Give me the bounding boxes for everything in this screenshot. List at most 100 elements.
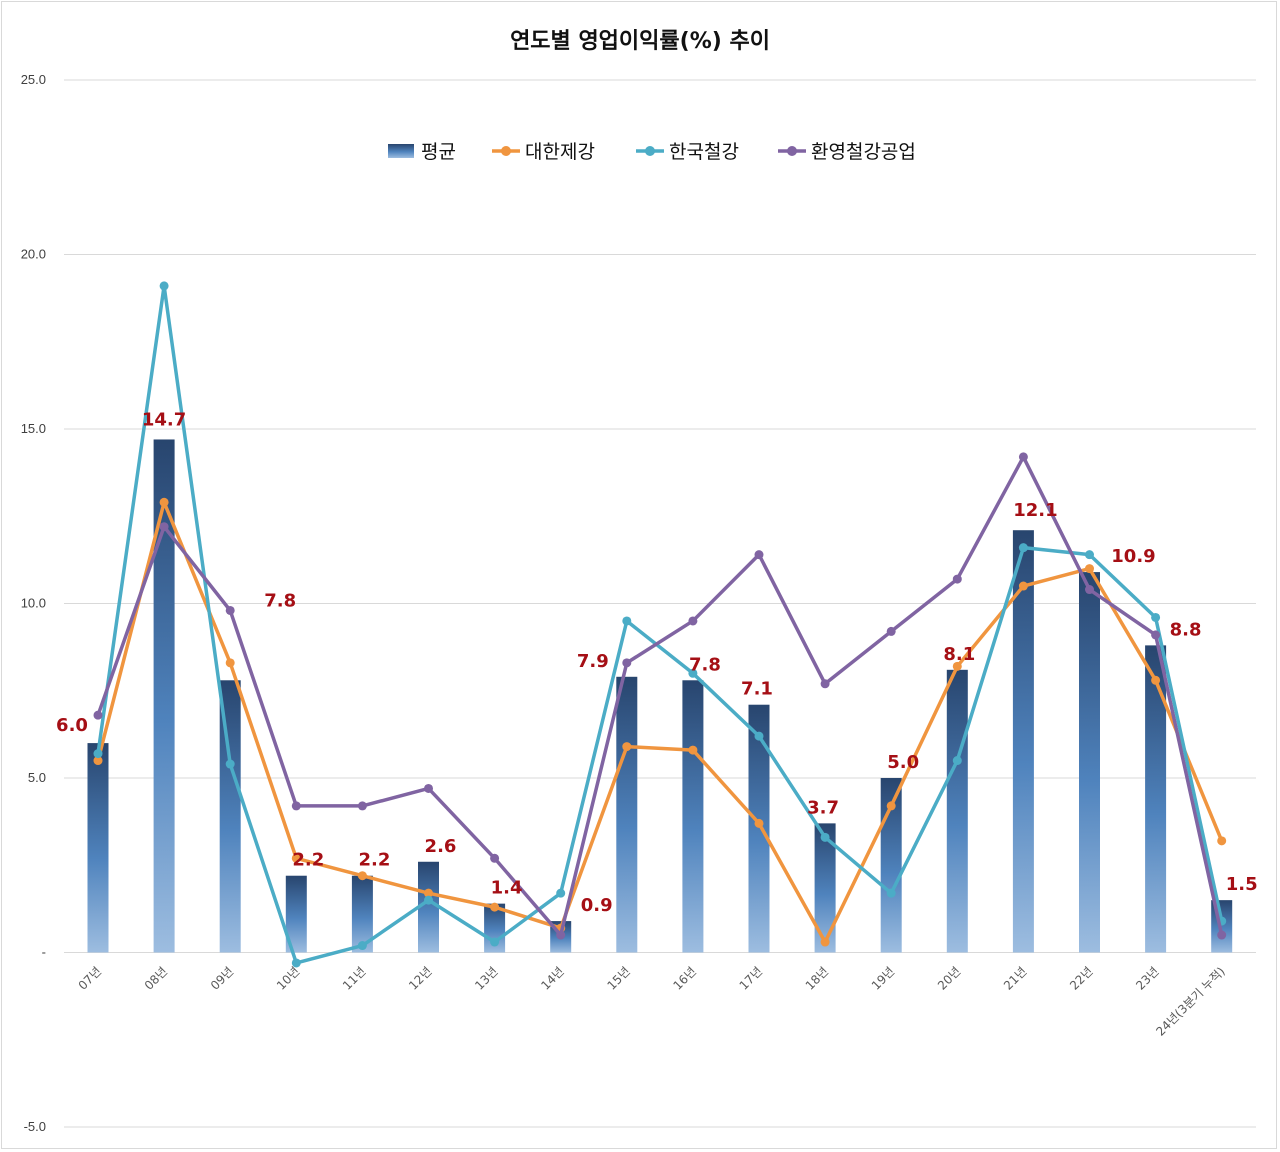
point-한국철강 [1018,543,1028,553]
point-한국철강 [820,832,830,842]
x-tick-label: 08년 [142,964,171,993]
bar-평균 [748,704,770,953]
series-line-대한제강 [96,500,1224,944]
label-layer: 6.0 14.7 7.8 2.2 2.2 2.6 1.4 0.9 7.9 7.8 7.1 3.7 5.0… [56,409,1258,916]
point-환영철강공업 [490,853,500,863]
legend-label: 대한제강 [525,141,595,163]
data-label: 12.1 [1013,500,1057,521]
point-환영철강공업 [93,710,103,720]
legend-item-평균: 평균 [388,141,456,163]
bar-layer [87,439,1233,953]
point-한국철강 [93,749,103,759]
point-대한제강 [357,871,367,881]
x-tick-label: 14년 [538,964,567,993]
legend: 평균 대한제강 한국철강 환영철강공업 [388,141,916,163]
bar-평균 [153,439,175,953]
legend-marker [645,146,655,156]
y-tick-label: 5.0 [28,770,46,785]
x-tick-label: 16년 [671,964,700,993]
legend-label: 환영철강공업 [811,141,916,163]
series-line-환영철강공업 [96,455,1224,937]
bar-평균 [814,823,836,953]
point-대한제강 [490,902,500,912]
point-환영철강공업 [1018,452,1028,462]
point-대한제강 [424,888,433,898]
point-한국철강 [225,759,235,769]
point-환영철강공업 [424,783,433,793]
data-label: 1.5 [1226,874,1258,895]
data-label: 2.2 [292,850,324,871]
y-tick-label: - [42,945,46,960]
point-한국철강 [424,895,433,905]
data-label: 8.1 [943,644,975,665]
data-label: 10.9 [1111,546,1155,567]
data-label: 7.8 [689,654,721,675]
bar-평균 [682,680,704,953]
point-환영철강공업 [159,522,169,532]
line-layer [93,281,1227,968]
legend-label: 평균 [421,141,456,163]
point-환영철강공업 [622,658,632,668]
data-label: 2.2 [358,850,390,871]
data-label: 5.0 [887,752,919,773]
data-label: 7.1 [741,679,773,700]
point-환영철강공업 [820,679,830,689]
point-한국철강 [688,668,698,678]
point-환영철강공업 [357,801,367,811]
y-tick-label: 15.0 [21,421,46,436]
point-대한제강 [622,742,632,752]
point-한국철강 [1151,612,1161,622]
bar-평균 [880,778,902,953]
x-tick-label: 21년 [1001,964,1030,993]
point-한국철강 [622,616,632,626]
data-label: 3.7 [807,797,839,818]
point-대한제강 [754,818,764,828]
point-대한제강 [886,801,896,811]
bar-평균 [1012,530,1034,953]
data-label: 14.7 [142,409,186,430]
x-tick-label: 18년 [803,964,832,993]
point-환영철강공업 [1151,630,1161,640]
point-대한제강 [1018,581,1028,591]
x-tick-label: 09년 [208,964,237,993]
x-tick-label: 17년 [737,964,766,993]
chart-title: 연도별 영업이익률(%) 추이 [510,29,770,54]
y-tick-label: 10.0 [21,596,46,611]
bar-평균 [285,875,307,953]
bar-평균 [418,861,439,953]
point-대한제강 [952,661,962,671]
y-tick-label: -5.0 [24,1119,46,1134]
x-tick-label: 13년 [472,964,501,993]
bar-평균 [616,676,638,953]
x-tick-label: 24년(3분기 누적) [1153,964,1227,1038]
data-label: 2.6 [425,836,457,857]
bar-평균 [1079,572,1100,953]
point-한국철강 [952,756,962,766]
point-한국철강 [556,888,566,898]
legend-item-대한제강: 대한제강 [492,141,595,163]
point-대한제강 [820,937,830,947]
data-label: 0.9 [581,895,613,916]
x-tick-label: 07년 [76,964,105,993]
bar-평균 [351,875,373,953]
x-tick-label: 23년 [1133,964,1162,993]
x-tick-label: 22년 [1067,964,1096,993]
point-환영철강공업 [225,605,235,615]
point-한국철강 [291,958,301,968]
series-line-한국철강 [96,284,1224,965]
point-대한제강 [1151,675,1161,685]
point-환영철강공업 [754,550,764,560]
point-한국철강 [886,888,896,898]
bar-평균 [1145,645,1167,953]
legend-swatch [388,144,414,158]
point-환영철강공업 [1085,585,1094,595]
point-한국철강 [357,941,367,951]
point-대한제강 [225,658,235,668]
point-환영철강공업 [886,626,896,636]
x-tick-label: 10년 [274,964,303,993]
point-대한제강 [688,745,698,755]
point-대한제강 [291,853,301,863]
data-label: 7.8 [264,590,296,611]
point-환영철강공업 [952,574,962,584]
